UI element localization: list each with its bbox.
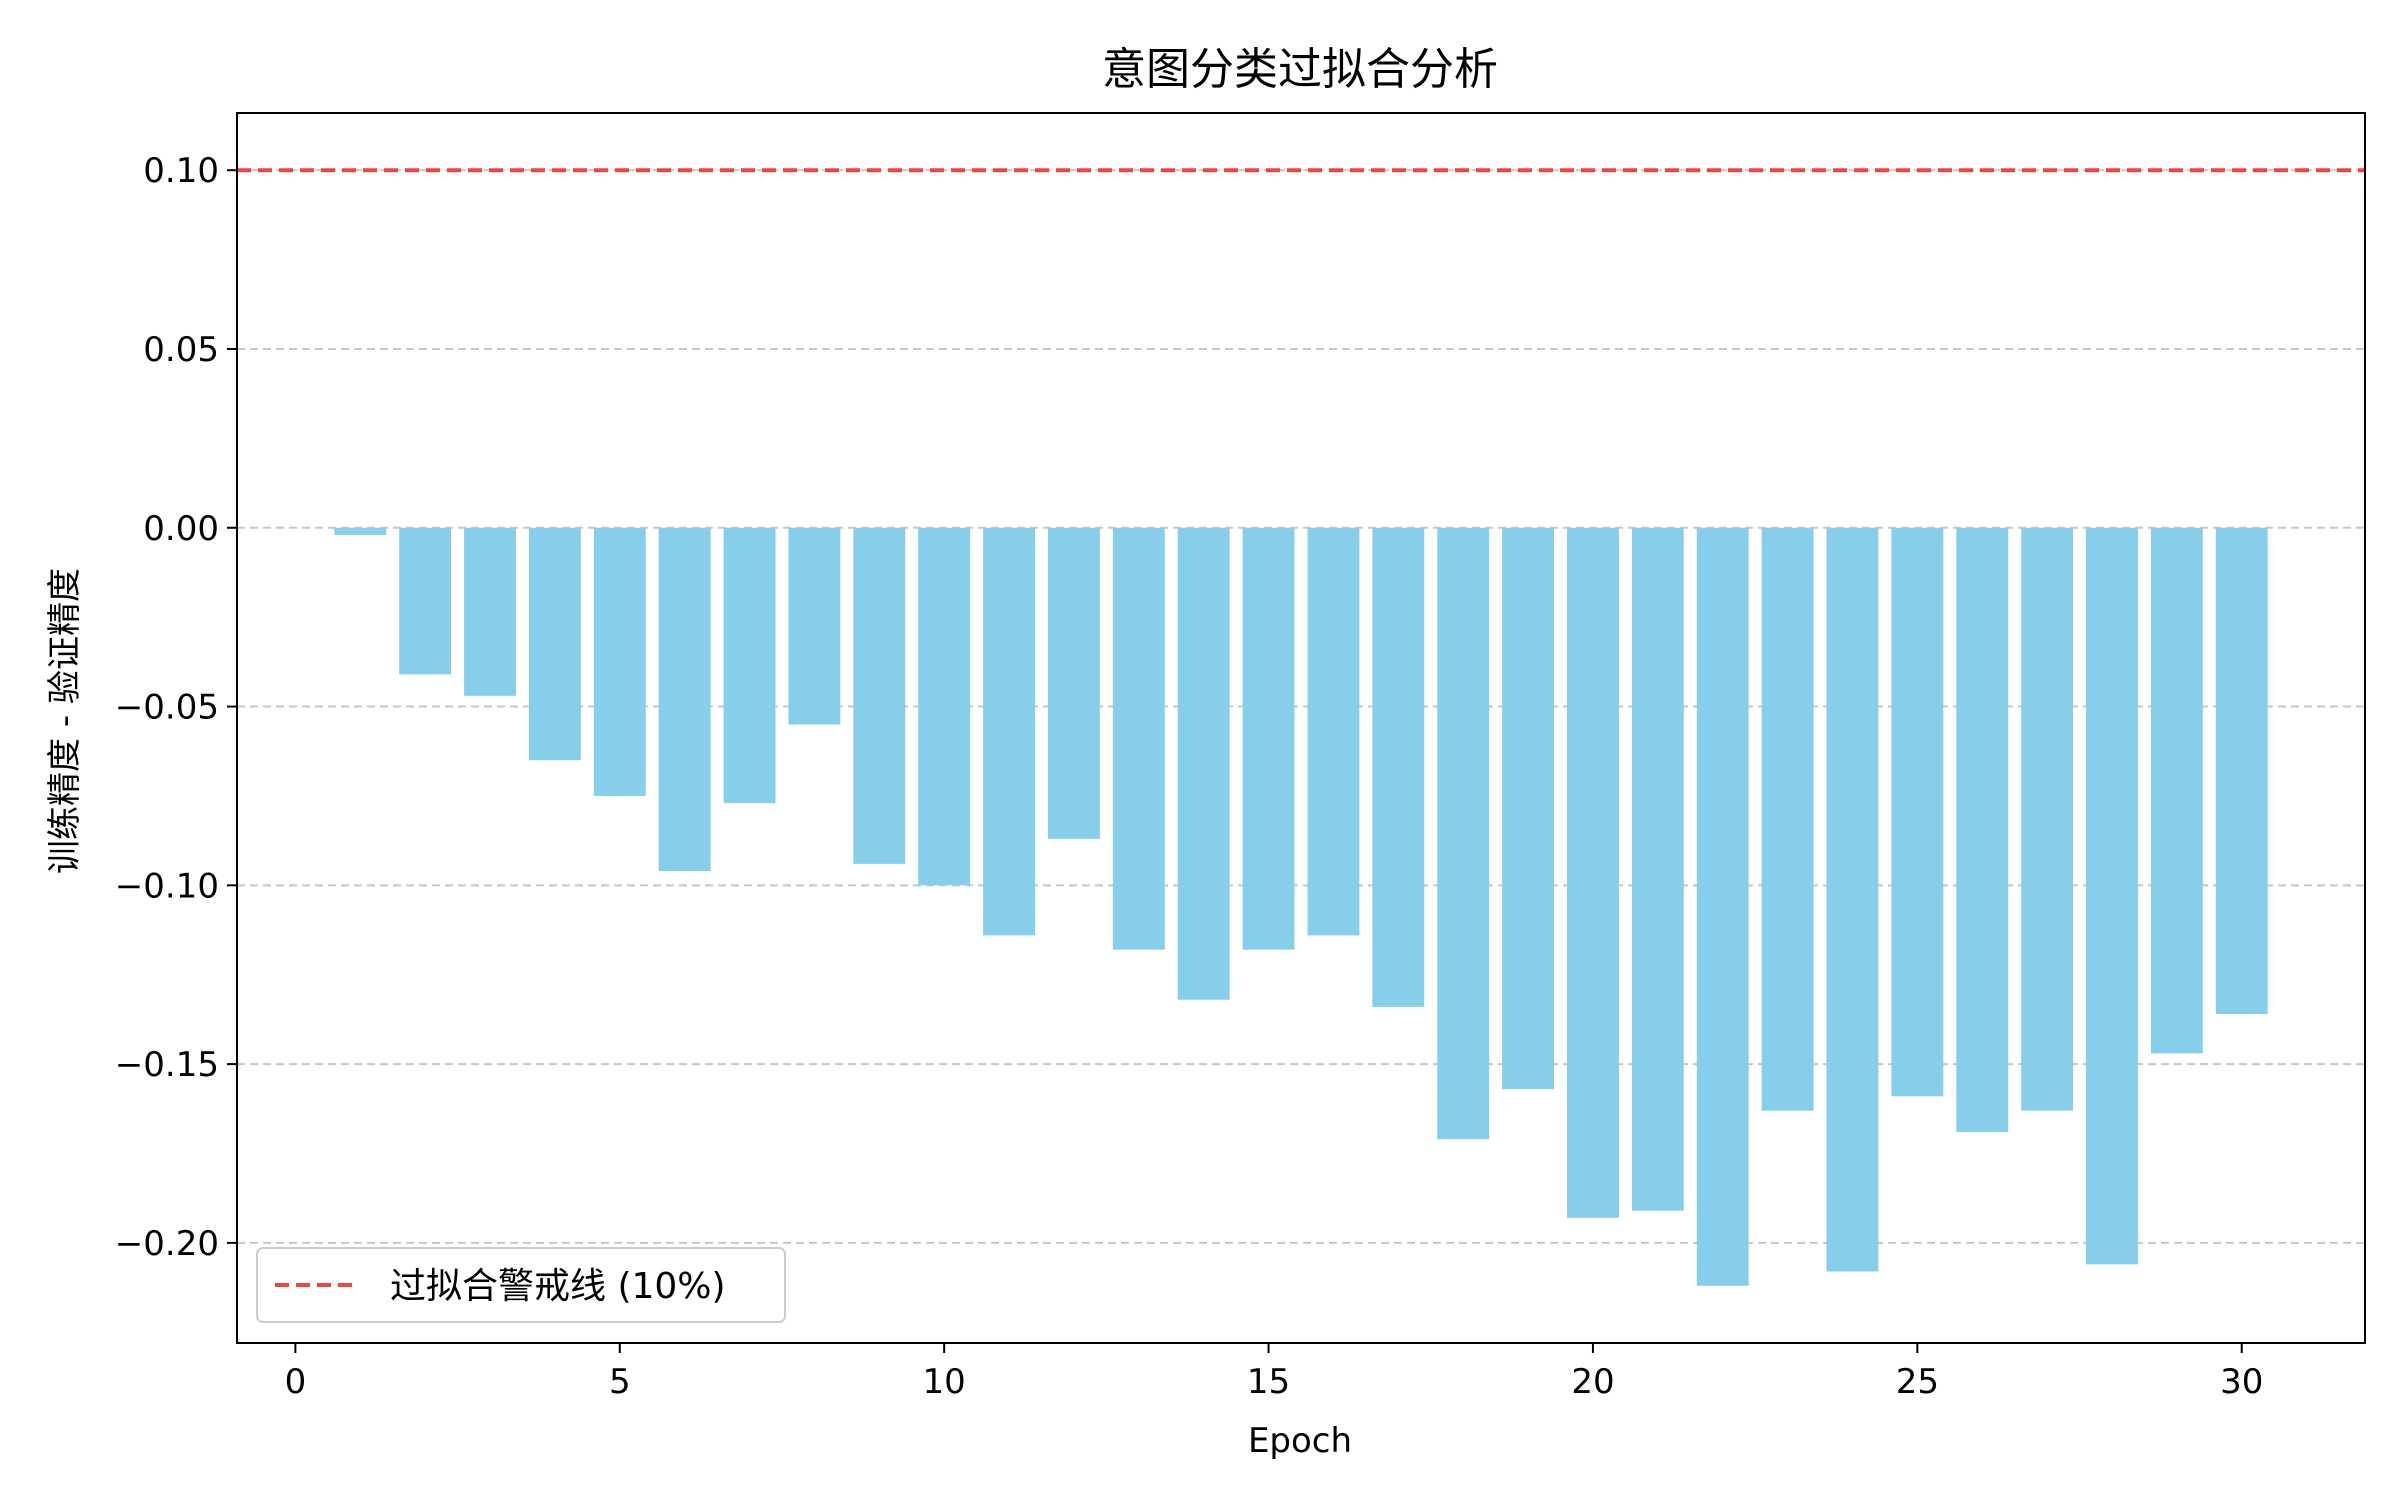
x-axis-label: Epoch [1248,1421,1352,1461]
legend-box [256,1247,786,1323]
bar [788,527,841,725]
bar [918,527,971,886]
bar [1826,527,1879,1272]
bar [1696,527,1749,1286]
bar [2150,527,2203,1054]
x-tick-label: 10 [923,1362,966,1402]
chart-title: 意图分类过拟合分析 [1102,44,1498,95]
y-axis-label: 训练精度 - 验证精度 [45,568,85,874]
bars [334,527,2268,1286]
x-tick-label: 0 [285,1362,307,1402]
bar [1112,527,1165,950]
y-tick-label: 0.10 [143,151,219,191]
bar [1567,527,1619,1218]
y-tick-label: −0.10 [115,866,219,906]
bar [658,527,711,872]
bar [2021,527,2074,1111]
bar [983,527,1035,936]
x-tick-label: 30 [2220,1362,2263,1402]
y-tick-label: −0.05 [115,688,219,728]
x-tick-label: 25 [1896,1362,1939,1402]
bar [1307,527,1360,936]
bar [464,527,516,696]
bar [1631,527,1684,1211]
y-axis-ticks: 0.10 0.05 0.00 −0.05 −0.10 −0.15 −0.20 [115,151,237,1264]
y-tick-label: 0.05 [143,330,219,370]
bar [528,527,581,761]
plot-frame [236,112,2366,1344]
y-tick-label: 0.00 [143,509,219,549]
bar [1242,527,1295,950]
bar [593,527,646,796]
x-tick-label: 20 [1571,1362,1614,1402]
bar [853,527,906,864]
bar [1891,527,1944,1097]
bar [723,527,776,804]
y-tick-label: −0.20 [115,1224,219,1264]
legend-label: 过拟合警戒线 (10%) [390,1266,726,1307]
bar [1372,527,1425,1007]
bar [1761,527,1814,1111]
bar [1177,527,1230,1000]
legend: 过拟合警戒线 (10%) [256,1247,786,1323]
bar [1502,527,1555,1090]
bar [2086,527,2138,1265]
bar [1956,527,2009,1133]
bar [334,527,387,535]
bar [2215,527,2268,1015]
y-tick-label: −0.15 [115,1045,219,1085]
bar [1437,527,1490,1140]
bar [399,527,452,675]
bar [1047,527,1100,839]
x-tick-label: 15 [1247,1362,1290,1402]
x-tick-label: 5 [609,1362,631,1402]
x-axis-ticks: 0 5 10 15 20 25 30 [285,1343,2263,1402]
grid-lines [237,169,2365,1244]
